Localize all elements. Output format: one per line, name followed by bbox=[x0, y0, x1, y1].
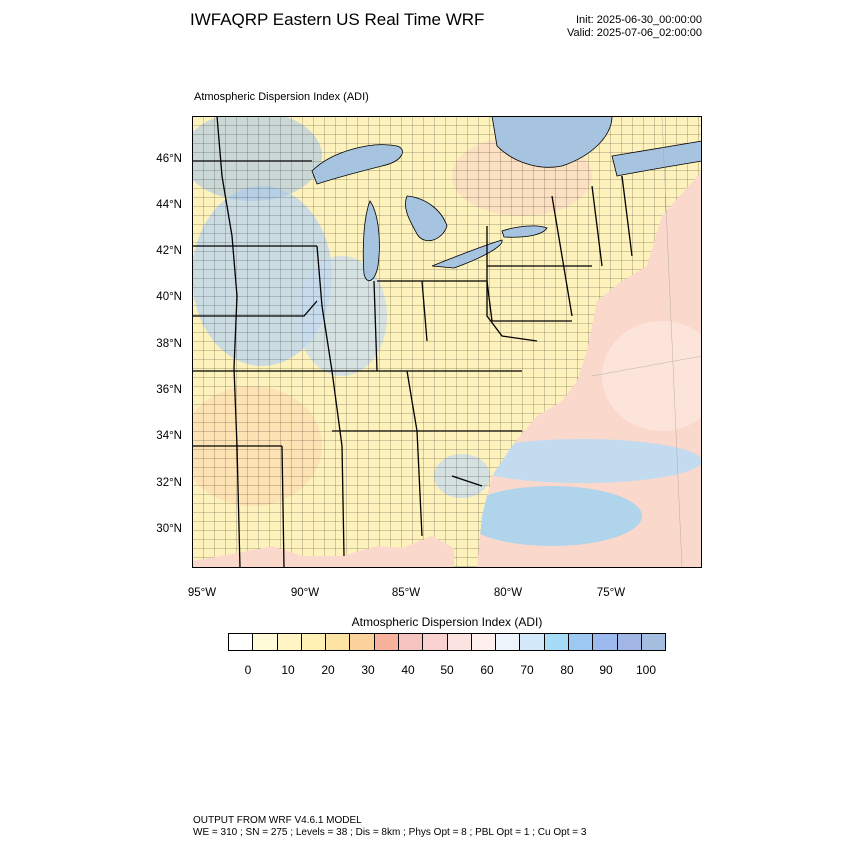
map-frame bbox=[192, 116, 702, 568]
colorbar-cell bbox=[229, 634, 254, 650]
lake-erie bbox=[431, 239, 503, 269]
colorbar-cell bbox=[496, 634, 521, 650]
colorbar bbox=[228, 633, 666, 651]
main-title: IWFAQRP Eastern US Real Time WRF bbox=[190, 10, 485, 29]
lon-label: 95°W bbox=[187, 587, 217, 599]
colorbar-cell bbox=[593, 634, 618, 650]
field-title: Atmospheric Dispersion Index (ADI) bbox=[194, 91, 369, 103]
colorbar-tick-label: 70 bbox=[520, 663, 534, 677]
adi-map bbox=[192, 116, 702, 568]
colorbar-tick-label: 80 bbox=[560, 663, 574, 677]
lat-label: 42°N bbox=[156, 245, 182, 257]
footer-model-line: OUTPUT FROM WRF V4.6.1 MODEL bbox=[193, 815, 362, 826]
colorbar-tick-label: 0 bbox=[244, 663, 252, 677]
footer-config-line: WE = 310 ; SN = 275 ; Levels = 38 ; Dis … bbox=[193, 827, 587, 838]
lat-label: 44°N bbox=[156, 199, 182, 211]
colorbar-cell bbox=[617, 634, 642, 650]
lat-label: 32°N bbox=[156, 477, 182, 489]
colorbar-tick-label: 10 bbox=[281, 663, 295, 677]
colorbar-tick-label: 20 bbox=[321, 663, 335, 677]
state-boundaries bbox=[192, 116, 633, 568]
colorbar-cell bbox=[447, 634, 472, 650]
ocean-light-east bbox=[602, 321, 702, 431]
colorbar-cell bbox=[350, 634, 375, 650]
colorbar-tick-label: 30 bbox=[361, 663, 375, 677]
colorbar-cell bbox=[641, 634, 666, 650]
colorbar-cell bbox=[471, 634, 497, 650]
lon-label: 80°W bbox=[493, 587, 523, 599]
lat-label: 30°N bbox=[156, 523, 182, 535]
colorbar-cell bbox=[374, 634, 399, 650]
colorbar-cell bbox=[568, 634, 594, 650]
colorbar-title: Atmospheric Dispersion Index (ADI) bbox=[351, 615, 543, 629]
colorbar-cell bbox=[301, 634, 327, 650]
graticule bbox=[591, 116, 702, 568]
colorbar-cell bbox=[520, 634, 545, 650]
colorbar-cell bbox=[398, 634, 424, 650]
lake-ontario bbox=[501, 225, 548, 238]
valid-time: Valid: 2025-07-06_02:00:00 bbox=[567, 27, 702, 39]
lat-label: 40°N bbox=[156, 291, 182, 303]
lat-label: 36°N bbox=[156, 384, 182, 396]
lat-label: 46°N bbox=[156, 153, 182, 165]
colorbar-cell bbox=[253, 634, 278, 650]
colorbar-cell bbox=[277, 634, 302, 650]
colorbar-tick-label: 90 bbox=[599, 663, 613, 677]
colorbar-cell bbox=[423, 634, 448, 650]
lake-superior bbox=[311, 144, 403, 185]
colorbar-tick-label: 100 bbox=[635, 663, 657, 677]
lon-label: 90°W bbox=[290, 587, 320, 599]
lake-michigan bbox=[362, 200, 380, 282]
colorbar-tick-label: 60 bbox=[480, 663, 494, 677]
lake-huron bbox=[405, 195, 448, 242]
hudson-bay-region bbox=[491, 116, 613, 168]
colorbar-tick-label: 50 bbox=[440, 663, 454, 677]
ocean-blue-band bbox=[462, 439, 702, 483]
lon-label: 75°W bbox=[596, 587, 626, 599]
ocean-blue-south bbox=[462, 486, 642, 546]
lat-label: 34°N bbox=[156, 430, 182, 442]
lat-label: 38°N bbox=[156, 338, 182, 350]
colorbar-cell bbox=[326, 634, 351, 650]
init-time: Init: 2025-06-30_00:00:00 bbox=[576, 14, 702, 26]
lon-label: 85°W bbox=[391, 587, 421, 599]
colorbar-cell bbox=[544, 634, 569, 650]
colorbar-tick-label: 40 bbox=[401, 663, 415, 677]
st-lawrence bbox=[611, 140, 702, 177]
